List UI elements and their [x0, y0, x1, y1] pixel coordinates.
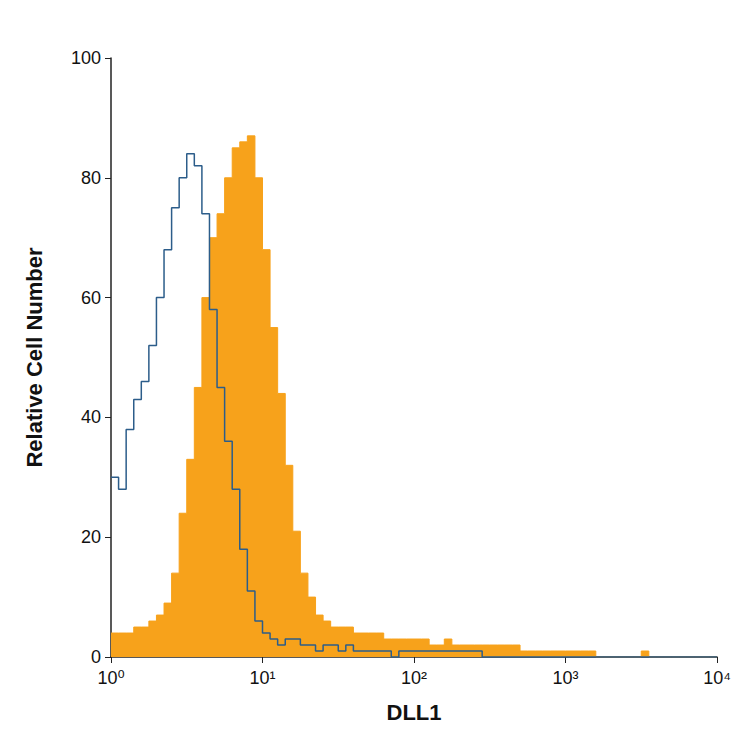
svg-text:0: 0	[91, 647, 101, 667]
svg-text:100: 100	[71, 48, 101, 68]
svg-text:Relative Cell Number: Relative Cell Number	[22, 247, 47, 468]
svg-text:10⁴: 10⁴	[703, 668, 731, 688]
svg-text:40: 40	[81, 407, 101, 427]
svg-text:10⁰: 10⁰	[97, 668, 124, 688]
svg-text:DLL1: DLL1	[387, 700, 442, 725]
svg-text:80: 80	[81, 168, 101, 188]
svg-text:20: 20	[81, 527, 101, 547]
svg-text:10²: 10²	[401, 668, 427, 688]
svg-text:60: 60	[81, 288, 101, 308]
svg-text:10³: 10³	[552, 668, 578, 688]
svg-text:10¹: 10¹	[249, 668, 275, 688]
